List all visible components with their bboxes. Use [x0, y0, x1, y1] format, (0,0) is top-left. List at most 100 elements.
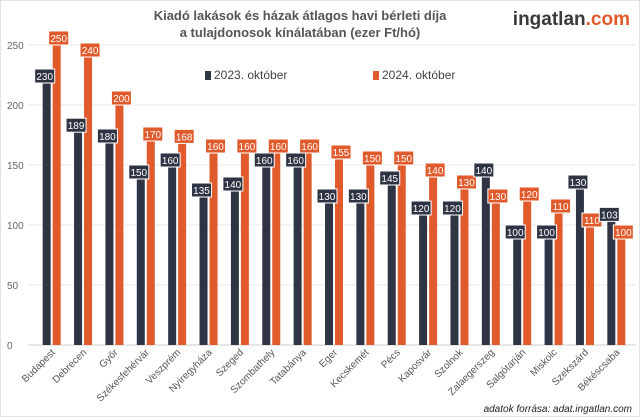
data-label: 100: [615, 228, 632, 239]
data-label: 240: [82, 46, 99, 57]
x-tick-label: Debrecen: [51, 347, 89, 385]
data-label: 180: [99, 132, 116, 143]
data-label: 160: [162, 156, 179, 167]
data-label-box: [536, 224, 558, 240]
title-line-1: Kiadó lakások és házak átlagos havi bérl…: [153, 8, 447, 23]
data-label: 155: [333, 148, 350, 159]
bar: [199, 183, 208, 345]
data-label-box: [316, 188, 338, 204]
x-tick-label: Miskolc: [528, 347, 559, 378]
logo-suffix: .com: [585, 9, 630, 30]
data-label: 189: [68, 121, 85, 132]
data-label-box: [285, 152, 307, 168]
bar: [105, 129, 114, 345]
data-label: 130: [570, 178, 587, 189]
data-label-box: [299, 138, 321, 154]
data-label-box: [612, 224, 634, 240]
bar: [585, 213, 594, 345]
bar: [523, 201, 532, 345]
x-tick-label: Kaposvár: [397, 347, 435, 385]
x-tick-label: Győr: [97, 347, 121, 371]
bar: [136, 165, 145, 345]
data-label-box: [598, 206, 620, 222]
data-label: 150: [395, 154, 412, 165]
data-label-box: [110, 90, 132, 106]
data-label-box: [424, 162, 446, 178]
bar: [513, 225, 522, 345]
bar: [419, 201, 428, 345]
bar: [544, 225, 553, 345]
y-tick-label: 150: [7, 161, 24, 172]
data-label-box: [236, 138, 258, 154]
logo: ingatlan.com: [513, 9, 630, 31]
data-label: 168: [176, 132, 193, 143]
bar: [52, 45, 61, 345]
logo-main: ingatlan: [512, 9, 586, 30]
y-tick-label: 250: [7, 41, 24, 52]
data-label-box: [504, 224, 526, 240]
bar: [168, 153, 177, 345]
x-tick-label: Eger: [317, 347, 340, 370]
bar: [303, 153, 312, 345]
data-label-box: [205, 138, 227, 154]
data-label: 110: [584, 216, 600, 227]
data-label-box: [473, 162, 495, 178]
data-label-box: [48, 30, 70, 46]
bar: [262, 153, 271, 345]
bar: [429, 177, 438, 345]
data-label: 230: [36, 72, 53, 83]
data-label: 130: [489, 192, 506, 203]
bar: [335, 159, 343, 345]
bar: [74, 118, 83, 345]
bar: [607, 221, 616, 345]
bar: [325, 189, 333, 345]
data-label: 160: [301, 142, 318, 153]
data-label-box: [347, 188, 369, 204]
data-label-box: [550, 198, 572, 214]
bar: [397, 165, 406, 345]
bar: [240, 153, 249, 345]
y-tick-label: 200: [7, 101, 24, 112]
bar: [293, 153, 302, 345]
title-line-2: a tulajdonosok kínálatában (ezer Ft/hó): [179, 25, 421, 40]
legend-label: 2023. október: [214, 68, 288, 82]
data-label-box: [330, 144, 352, 160]
data-label: 150: [130, 168, 147, 179]
data-label-box: [222, 176, 244, 192]
data-label: 160: [207, 142, 224, 153]
data-label: 140: [225, 180, 242, 191]
data-label: 200: [113, 94, 130, 105]
data-label-box: [173, 128, 195, 144]
data-label: 160: [239, 142, 256, 153]
data-label-box: [253, 152, 275, 168]
data-label: 150: [364, 154, 381, 165]
data-label-box: [567, 174, 589, 190]
legend-item-2024: 2024. október: [373, 68, 455, 82]
data-label: 130: [458, 178, 475, 189]
data-label-box: [441, 200, 463, 216]
bar: [575, 189, 584, 345]
data-label-box: [410, 200, 432, 216]
bar: [230, 177, 239, 345]
legend-label: 2024. október: [382, 68, 456, 82]
y-tick-label: 100: [7, 221, 24, 232]
bar: [84, 57, 93, 345]
data-label-box: [142, 126, 164, 142]
chart-title: Kiadó lakások és házak átlagos havi bérl…: [140, 7, 460, 41]
data-label: 103: [601, 210, 618, 221]
bar: [178, 143, 187, 345]
data-label: 160: [256, 156, 273, 167]
data-label: 100: [507, 228, 524, 239]
data-label-box: [267, 138, 289, 154]
bar: [460, 189, 469, 345]
legend-swatch: [373, 71, 379, 80]
data-label-box: [159, 152, 181, 168]
y-tick-label: 0: [7, 341, 13, 352]
data-label-box: [96, 128, 118, 144]
data-label-box: [455, 174, 477, 190]
data-label: 145: [381, 174, 398, 185]
y-tick-label: 50: [7, 281, 19, 292]
bar: [209, 153, 218, 345]
data-label-box: [128, 164, 150, 180]
bar: [115, 105, 124, 345]
